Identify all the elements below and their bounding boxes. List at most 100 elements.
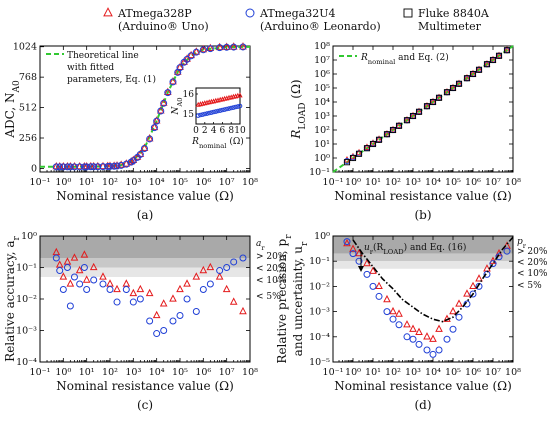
data-point bbox=[90, 163, 98, 171]
x-axis-title: Nominal resistance value (Ω) bbox=[334, 379, 512, 393]
inset-data-point bbox=[235, 104, 241, 109]
data-point bbox=[156, 106, 165, 114]
band bbox=[333, 253, 513, 262]
data-point bbox=[355, 148, 363, 156]
data-point bbox=[383, 294, 391, 303]
band-label: > 20% bbox=[517, 247, 548, 257]
band-label: > 20% bbox=[256, 252, 287, 262]
data-point bbox=[475, 274, 483, 282]
data-point bbox=[429, 98, 437, 106]
data-point bbox=[389, 125, 397, 133]
data-point bbox=[160, 99, 168, 107]
data-point bbox=[136, 284, 145, 293]
y-axis-title: RLOAD (Ω) bbox=[289, 79, 308, 139]
data-point bbox=[355, 257, 363, 265]
legend-label: (Arduino® Uno) bbox=[118, 20, 209, 33]
data-point bbox=[66, 302, 74, 310]
accuracy-bands bbox=[333, 236, 513, 269]
y-axis-title: Relative accuracy, ar bbox=[3, 235, 22, 361]
data-point bbox=[369, 282, 377, 290]
data-point bbox=[152, 116, 161, 124]
data-point bbox=[495, 253, 503, 261]
legend-label: Fluke 8840A bbox=[418, 7, 490, 20]
series-square bbox=[343, 47, 511, 166]
data-point bbox=[429, 350, 437, 358]
data-point bbox=[59, 272, 68, 280]
uncertainty-annotation: ur(RLOAD) and Eq. (16) bbox=[364, 242, 466, 256]
data-point bbox=[239, 254, 247, 262]
data-point bbox=[503, 247, 511, 255]
legend-theory-label: parameters, Eq. (1) bbox=[67, 74, 156, 85]
data-point bbox=[106, 162, 114, 170]
x-tick-label: 10² bbox=[102, 367, 118, 378]
data-point bbox=[59, 286, 67, 294]
legend-marker-square bbox=[403, 8, 413, 18]
x-tick-label: 10⁸ bbox=[505, 177, 521, 188]
band bbox=[40, 258, 250, 268]
data-point bbox=[187, 50, 195, 59]
data-point bbox=[59, 163, 67, 171]
panel-d: 10⁻¹ 10⁰ 10¹ 10² 10³ 10⁴ 10⁵ 10⁶ 10⁷ 10⁸10⁻⁵10⁻⁴1… bbox=[275, 231, 548, 412]
inset-series-triangle bbox=[195, 92, 243, 107]
band bbox=[40, 267, 250, 277]
data-point bbox=[117, 161, 125, 169]
inset-data-point bbox=[237, 103, 243, 109]
inset-x-tick-label: 2 bbox=[202, 126, 208, 136]
data-point bbox=[223, 43, 231, 51]
x-tick-label: 10⁵ bbox=[172, 367, 188, 378]
data-point bbox=[239, 43, 247, 51]
data-point bbox=[153, 117, 161, 125]
data-point bbox=[423, 102, 431, 109]
y-tick-label: 0 bbox=[31, 163, 37, 174]
x-tick-label: 10³ bbox=[405, 177, 421, 188]
band-label: < 10% bbox=[517, 269, 548, 279]
data-point bbox=[153, 330, 161, 338]
data-point bbox=[435, 324, 443, 332]
x-tick-label: 10⁸ bbox=[242, 367, 258, 378]
data-point bbox=[443, 89, 451, 96]
data-point bbox=[55, 161, 64, 170]
data-point bbox=[455, 299, 463, 307]
y-tick-label: 10⁰ bbox=[21, 231, 37, 242]
data-point bbox=[83, 163, 91, 171]
data-point bbox=[99, 280, 107, 288]
data-point bbox=[80, 264, 88, 271]
plot-frame bbox=[332, 235, 514, 363]
x-tick-label: 10⁰ bbox=[55, 367, 71, 378]
y-tick-label: 10² bbox=[314, 125, 330, 136]
inset-data-point bbox=[213, 109, 219, 114]
x-tick-label: 10⁴ bbox=[425, 367, 441, 378]
data-point bbox=[423, 346, 431, 354]
x-axis-title: Nominal resistance value (Ω) bbox=[56, 379, 234, 393]
x-tick-label: 10⁰ bbox=[55, 177, 71, 188]
inset-data-point bbox=[200, 112, 205, 117]
inset-data-point bbox=[195, 113, 201, 118]
y-tick-label: 10⁻³ bbox=[309, 307, 330, 318]
data-point bbox=[140, 144, 148, 152]
data-point bbox=[489, 56, 497, 64]
series-circle bbox=[52, 254, 247, 338]
data-point bbox=[369, 139, 377, 146]
y-tick-label: 10⁻¹ bbox=[16, 263, 37, 274]
x-tick-label: 10⁵ bbox=[172, 177, 188, 188]
x-tick-label: 10⁶ bbox=[195, 367, 211, 378]
y-tick-label: 10³ bbox=[314, 111, 330, 122]
data-point bbox=[140, 143, 149, 151]
band-label: < 10% bbox=[256, 276, 287, 286]
inset-data-point bbox=[220, 107, 225, 113]
data-point bbox=[349, 154, 357, 162]
data-point bbox=[415, 108, 423, 115]
data-point bbox=[199, 286, 207, 294]
y-axis-title: Relative precision, pr bbox=[275, 234, 294, 364]
panel-label: (d) bbox=[414, 398, 431, 412]
data-point bbox=[383, 308, 391, 316]
x-tick-label: 10⁰ bbox=[345, 177, 361, 188]
y-tick-label: 10⁻⁵ bbox=[309, 357, 330, 368]
inset-data-point bbox=[202, 111, 208, 117]
data-point bbox=[409, 324, 417, 332]
data-point bbox=[409, 335, 417, 343]
inset-data-point bbox=[204, 111, 210, 116]
data-point bbox=[395, 309, 403, 317]
x-tick-label: 10¹ bbox=[365, 177, 381, 188]
data-point bbox=[136, 150, 144, 158]
